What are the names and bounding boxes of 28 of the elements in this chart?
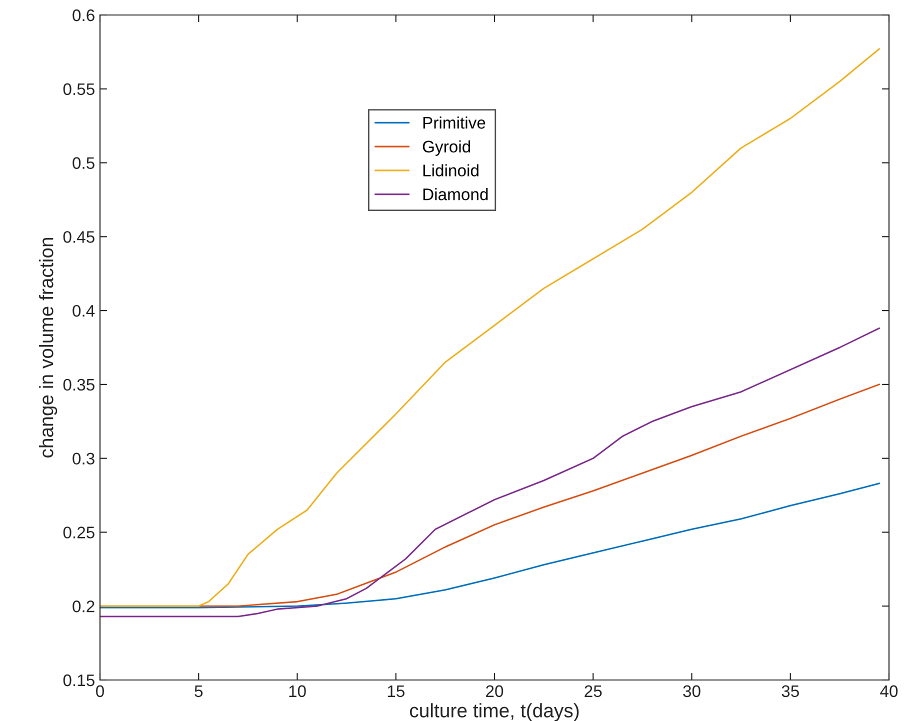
y-tick-label: 0.45 xyxy=(63,231,94,243)
line-series xyxy=(100,328,880,618)
x-tick-label: 5 xyxy=(194,685,203,698)
y-tick-label: 0.2 xyxy=(72,600,94,612)
legend-label: Primitive xyxy=(423,116,486,129)
y-tick-label: 0.25 xyxy=(63,526,94,538)
x-tick-label: 35 xyxy=(782,685,799,698)
y-axis-title: change in volume fraction xyxy=(39,238,58,458)
legend-label: Diamond xyxy=(423,188,488,200)
x-tick-label: 30 xyxy=(683,685,700,698)
legend-label: Lidinoid xyxy=(423,164,478,176)
legend-label: Gyroid xyxy=(422,140,470,156)
x-tick-label: 40 xyxy=(880,685,898,698)
x-tick-label: 20 xyxy=(486,685,504,698)
y-tick-label: 0.55 xyxy=(63,83,94,96)
x-tick-label: 25 xyxy=(584,685,602,698)
x-tick-label: 15 xyxy=(388,685,404,698)
y-tick-label: 0.35 xyxy=(63,378,94,391)
y-tick-label: 0.6 xyxy=(72,9,94,22)
y-tick-label: 0.3 xyxy=(72,452,94,465)
y-tick-label: 0.4 xyxy=(72,304,95,317)
x-axis-title: culture time, t(days) xyxy=(410,703,579,721)
line-series xyxy=(100,482,880,608)
x-tick-label: 0 xyxy=(96,685,104,698)
x-tick-label: 10 xyxy=(289,685,306,698)
y-tick-label: 0.5 xyxy=(72,157,94,169)
line-series xyxy=(100,48,880,607)
y-tick-label: 0.15 xyxy=(63,674,94,686)
